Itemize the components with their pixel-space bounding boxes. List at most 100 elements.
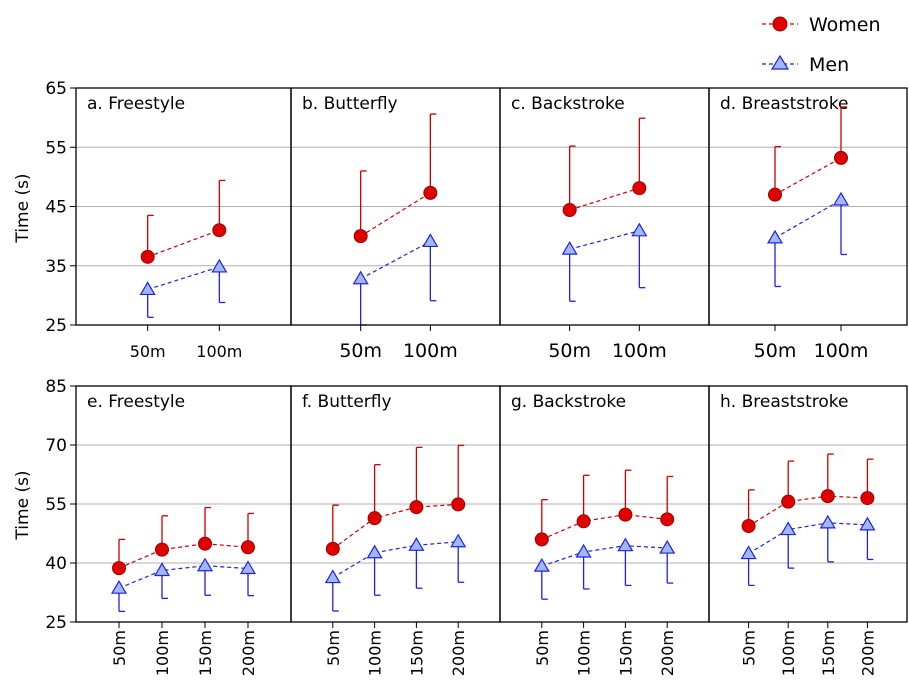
series-line-women xyxy=(774,157,842,196)
y-tick-label: 65 xyxy=(45,79,67,99)
point-women xyxy=(860,491,875,506)
point-women xyxy=(325,541,340,556)
point-women xyxy=(241,540,255,555)
y-tick-label: 40 xyxy=(45,554,67,574)
x-tick-label: 150m xyxy=(196,630,215,676)
point-men xyxy=(617,537,634,552)
series-line-women xyxy=(332,503,459,550)
panel-title: c. Backstroke xyxy=(511,94,625,114)
x-tick-label: 200m xyxy=(239,630,258,676)
point-men xyxy=(422,233,439,248)
panel-title: d. Breaststroke xyxy=(720,94,849,114)
point-men xyxy=(533,557,550,572)
panel-a: a. Freestyle 50m 100m xyxy=(75,87,292,361)
point-men xyxy=(366,544,383,559)
legend: Women Men xyxy=(762,14,881,76)
series-line-women xyxy=(569,187,640,211)
panel-f: f. Butterfly 50m 100m 150m 200m xyxy=(290,385,501,676)
point-women xyxy=(632,181,647,196)
panel-title: h. Breaststroke xyxy=(720,392,849,412)
x-tick-label: 100m xyxy=(575,630,594,676)
x-tick-label: 150m xyxy=(819,630,838,676)
point-women xyxy=(781,494,796,509)
point-men xyxy=(766,229,784,244)
point-women xyxy=(618,507,633,522)
y-tick-label: 45 xyxy=(45,198,67,218)
point-women xyxy=(198,536,212,551)
point-women xyxy=(834,150,848,165)
point-women xyxy=(660,512,675,527)
point-men xyxy=(450,533,467,548)
point-women xyxy=(576,514,591,529)
point-men xyxy=(859,516,876,531)
point-men xyxy=(740,545,757,560)
point-men xyxy=(575,543,592,558)
y-tick-label: 85 xyxy=(45,377,67,397)
x-tick-label: 100m xyxy=(403,340,458,362)
panel-title: f. Butterfly xyxy=(302,392,392,412)
x-tick-label: 50m xyxy=(339,340,382,362)
x-tick-label: 50m xyxy=(533,630,552,666)
y-tick-label: 35 xyxy=(45,257,67,277)
series-line-women xyxy=(360,192,431,237)
point-women xyxy=(155,542,169,557)
panel-title: a. Freestyle xyxy=(87,94,185,114)
x-tick-label: 150m xyxy=(407,630,426,676)
legend-item-women: Women xyxy=(762,14,881,36)
panel-border xyxy=(708,385,908,623)
x-tick-label: 50m xyxy=(130,342,166,361)
y-tick-label: 25 xyxy=(45,316,67,336)
point-men xyxy=(110,579,128,594)
x-tick-label: 100m xyxy=(779,630,798,676)
point-men xyxy=(659,539,676,554)
legend-men-marker xyxy=(770,54,790,70)
point-men xyxy=(239,560,257,575)
panel-title: g. Backstroke xyxy=(511,392,626,412)
x-tick-label: 150m xyxy=(616,630,635,676)
point-men xyxy=(324,569,341,584)
x-tick-label: 100m xyxy=(366,630,385,676)
legend-item-men: Men xyxy=(762,54,849,76)
panel-border xyxy=(708,87,908,326)
x-tick-label: 200m xyxy=(658,630,677,676)
series-line-men xyxy=(569,230,640,250)
series-line-men xyxy=(118,565,249,589)
point-women xyxy=(451,497,466,512)
series-line-men xyxy=(541,545,668,567)
point-women xyxy=(409,500,424,515)
panel-d: d. Breaststroke 50m 100m xyxy=(708,87,908,362)
point-women xyxy=(820,489,835,504)
x-tick-label: 50m xyxy=(548,340,591,362)
legend-men-label: Men xyxy=(809,54,849,76)
series-line-women xyxy=(118,543,249,569)
x-tick-label: 50m xyxy=(740,630,759,666)
panel-h: h. Breaststroke 50m 100m 150m 200m xyxy=(708,385,908,676)
y-tick-label: 70 xyxy=(45,436,67,456)
point-men xyxy=(631,222,648,237)
point-men xyxy=(561,240,578,255)
row1-ylabel: Time (s) xyxy=(13,173,33,243)
y-tick-label: 55 xyxy=(45,495,67,515)
series-line-men xyxy=(360,240,431,280)
y-tick-label: 25 xyxy=(45,613,67,633)
panel-c: c. Backstroke 50m 100m xyxy=(499,87,710,362)
x-tick-label: 200m xyxy=(449,630,468,676)
panel-g: g. Backstroke 50m 100m 150m 200m xyxy=(499,385,710,676)
x-tick-label: 100m xyxy=(153,630,172,676)
point-men xyxy=(352,270,369,285)
point-men xyxy=(196,557,214,572)
point-men xyxy=(832,191,850,206)
point-men xyxy=(139,281,156,296)
x-tick-label: 100m xyxy=(196,342,242,361)
point-women xyxy=(212,223,227,238)
series-line-women xyxy=(748,495,868,527)
point-women xyxy=(534,532,549,547)
x-tick-label: 200m xyxy=(858,630,877,676)
point-women xyxy=(562,203,577,218)
series-line-men xyxy=(748,522,868,555)
point-women xyxy=(768,187,782,202)
x-tick-label: 100m xyxy=(612,340,667,362)
